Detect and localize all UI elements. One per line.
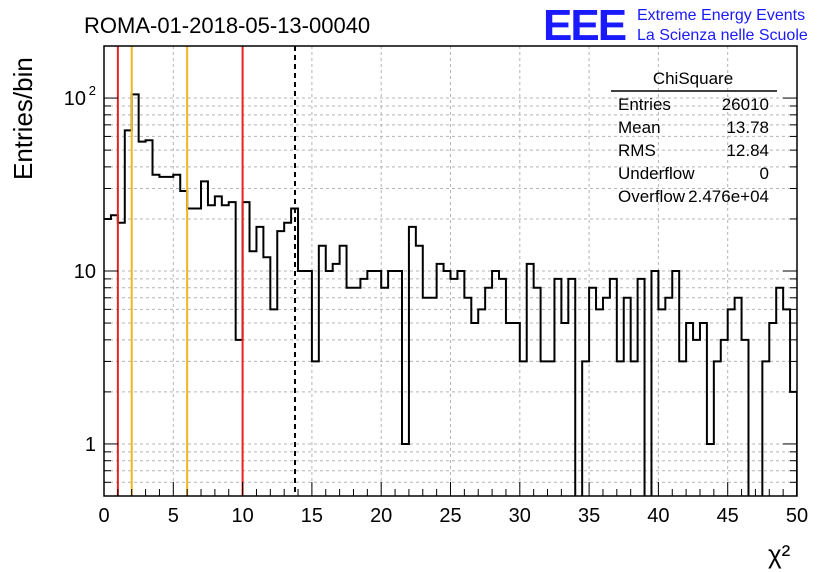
eee-logo: EEE Extreme Energy Events La Scienza nel… [543, 1, 808, 50]
x-tick-label: 10 [231, 505, 253, 527]
stats-label: Mean [618, 118, 661, 137]
stats-label: RMS [618, 141, 656, 160]
chart-title: ROMA-01-2018-05-13-00040 [84, 13, 370, 38]
x-tick-label: 20 [370, 505, 392, 527]
x-tick-label: 15 [301, 505, 323, 527]
y-tick-label: 1 [85, 434, 96, 456]
x-tick-label: 30 [509, 505, 531, 527]
x-axis: 0 5 10 15 20 25 30 35 40 45 50 [98, 482, 808, 527]
stats-label: Entries [618, 95, 671, 114]
stats-value: 12.84 [726, 141, 769, 160]
stats-value: 13.78 [726, 118, 769, 137]
y-tick-label: 10 [74, 261, 96, 283]
logo-line-2: La Scienza nelle Scuole [637, 27, 808, 44]
y-tick-label: 10 [64, 88, 86, 110]
x-tick-label: 25 [439, 505, 461, 527]
stats-box: ChiSquare Entries 26010 Mean 13.78 RMS 12.84 U… [611, 69, 777, 206]
histogram-series [104, 93, 797, 496]
stats-label: Underflow [618, 164, 695, 183]
x-tick-label: 50 [786, 505, 808, 527]
stats-value: 2.476e+04 [688, 187, 769, 206]
x-tick-label: 5 [168, 505, 179, 527]
stats-title: ChiSquare [653, 69, 733, 88]
x-tick-label: 0 [98, 505, 109, 527]
y-tick-exponent: 2 [89, 83, 96, 98]
stats-rows: Entries 26010 Mean 13.78 RMS 12.84 Underflow 0 O… [618, 95, 769, 206]
x-tick-label: 35 [578, 505, 600, 527]
stats-value: 0 [760, 164, 769, 183]
x-tick-label: 40 [647, 505, 669, 527]
logo-mark: EEE [543, 1, 626, 50]
logo-line-1: Extreme Energy Events [637, 7, 805, 24]
stats-label: Overflow [618, 187, 686, 206]
x-tick-label: 45 [717, 505, 739, 527]
x-axis-label: χ² [768, 539, 791, 569]
y-axis-label: Entries/bin [8, 57, 38, 180]
histogram-line [104, 93, 797, 496]
stats-value: 26010 [722, 95, 769, 114]
